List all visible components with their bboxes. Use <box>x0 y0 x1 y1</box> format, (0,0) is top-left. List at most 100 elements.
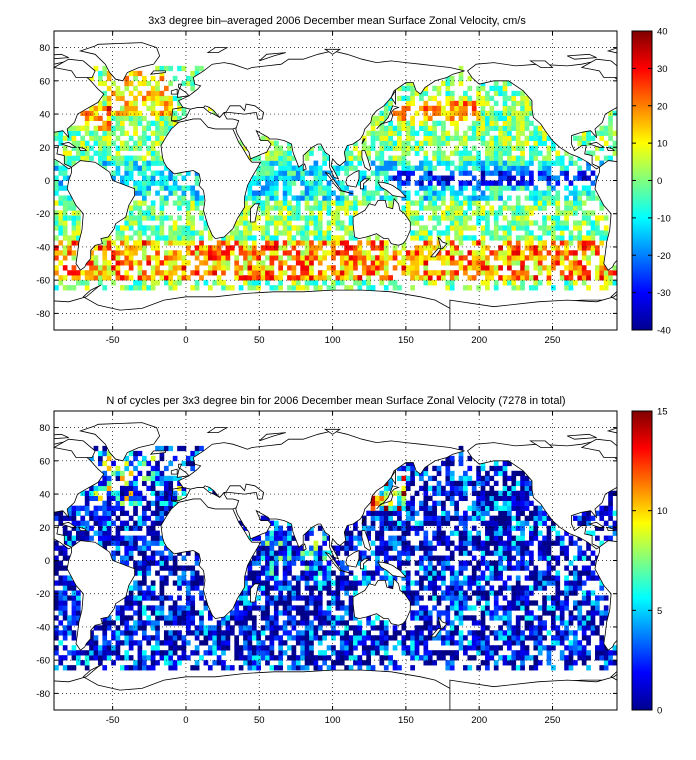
heatmap-cell <box>419 230 424 236</box>
heatmap-cell <box>361 645 367 651</box>
heatmap-cell <box>133 85 138 92</box>
heatmap-cell <box>511 205 517 211</box>
heatmap-cell <box>84 110 90 117</box>
heatmap-cell <box>524 275 530 281</box>
heatmap-cell <box>515 160 521 166</box>
heatmap-cell <box>392 195 398 201</box>
heatmap-cell <box>458 565 464 571</box>
heatmap-cell <box>331 650 336 656</box>
landmass <box>429 236 448 258</box>
heatmap-cell <box>410 260 415 266</box>
heatmap-cell <box>432 475 437 482</box>
heatmap-cell <box>155 540 160 546</box>
heatmap-cell <box>304 155 310 161</box>
heatmap-cell <box>199 615 204 621</box>
heatmap-cell <box>287 220 292 226</box>
heatmap-cell <box>247 610 253 616</box>
heatmap-cell <box>348 150 354 156</box>
heatmap-cell <box>172 220 178 226</box>
heatmap-cell <box>243 525 248 531</box>
heatmap-cell <box>361 525 367 531</box>
heatmap-cell <box>243 585 248 591</box>
heatmap-cell <box>476 530 481 536</box>
heatmap-cell <box>163 115 169 121</box>
heatmap-cell <box>379 660 385 666</box>
heatmap-cell <box>137 90 143 97</box>
heatmap-cell <box>423 125 429 131</box>
heatmap-cell <box>89 145 94 151</box>
heatmap-cell <box>124 85 130 92</box>
heatmap-cell <box>423 530 429 536</box>
heatmap-cell <box>476 560 481 566</box>
heatmap-cell <box>67 205 72 211</box>
heatmap-cell <box>234 225 240 231</box>
heatmap-cell <box>159 450 165 457</box>
heatmap-cell <box>295 215 301 221</box>
heatmap-cell <box>441 635 446 641</box>
heatmap-cell <box>397 155 402 161</box>
heatmap-cell <box>463 195 468 201</box>
heatmap-cell <box>507 195 512 201</box>
heatmap-cell <box>559 230 565 236</box>
heatmap-cell <box>454 225 459 231</box>
heatmap-cell <box>410 95 415 102</box>
heatmap-cell <box>454 250 459 256</box>
heatmap-cell <box>84 280 90 286</box>
heatmap-cell <box>168 110 174 117</box>
heatmap-cell <box>603 230 609 236</box>
heatmap-cell <box>278 150 284 156</box>
heatmap-cell <box>133 620 138 626</box>
heatmap-cell <box>493 285 499 291</box>
heatmap-cell <box>458 260 464 266</box>
heatmap-cell <box>80 490 86 497</box>
heatmap-cell <box>172 495 178 501</box>
heatmap-cell <box>234 615 240 621</box>
heatmap-cell <box>97 150 103 156</box>
heatmap-cell <box>445 470 451 477</box>
heatmap-cell <box>137 245 143 251</box>
heatmap-cell <box>489 270 495 276</box>
heatmap-cell <box>498 185 503 191</box>
y-tick-label: 80 <box>39 43 50 54</box>
x-tick-label: 200 <box>471 335 487 346</box>
heatmap-cell <box>458 570 464 576</box>
heatmap-cell <box>287 545 292 551</box>
heatmap-cell <box>128 630 134 636</box>
heatmap-cell <box>401 530 407 536</box>
heatmap-cell <box>243 145 248 151</box>
heatmap-cell <box>172 615 178 621</box>
heatmap-cell <box>335 180 341 186</box>
heatmap-cell <box>54 265 59 271</box>
heatmap-cell <box>388 515 393 521</box>
heatmap-cell <box>295 660 301 666</box>
heatmap-cell <box>146 655 152 661</box>
heatmap-cell <box>379 510 385 516</box>
heatmap-cell <box>238 275 244 281</box>
heatmap-cell <box>331 570 336 576</box>
heatmap-cell <box>410 480 415 487</box>
heatmap-cell <box>124 255 130 261</box>
heatmap-cell <box>568 210 574 216</box>
heatmap-cell <box>309 620 314 626</box>
heatmap-cell <box>256 535 262 541</box>
heatmap-cell <box>449 260 455 266</box>
heatmap-cell <box>119 490 125 497</box>
heatmap-cell <box>67 285 72 291</box>
heatmap-cell <box>419 235 424 241</box>
heatmap-cell <box>62 215 68 221</box>
heatmap-cell <box>436 270 442 276</box>
heatmap-cell <box>502 150 508 156</box>
heatmap-cell <box>287 150 292 156</box>
heatmap-cell <box>331 590 336 596</box>
heatmap-cell <box>234 635 240 641</box>
heatmap-cell <box>339 195 345 201</box>
heatmap-cell <box>278 660 284 666</box>
heatmap-cell <box>427 235 433 241</box>
heatmap-cell <box>485 645 490 651</box>
heatmap-cell <box>247 155 253 161</box>
heatmap-cell <box>463 180 468 186</box>
heatmap-cell <box>577 260 583 266</box>
heatmap-cell <box>388 500 393 506</box>
heatmap-cell <box>546 200 552 206</box>
heatmap-cell <box>502 280 508 286</box>
